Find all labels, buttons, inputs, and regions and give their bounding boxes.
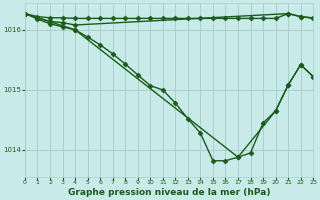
X-axis label: Graphe pression niveau de la mer (hPa): Graphe pression niveau de la mer (hPa) (68, 188, 270, 197)
